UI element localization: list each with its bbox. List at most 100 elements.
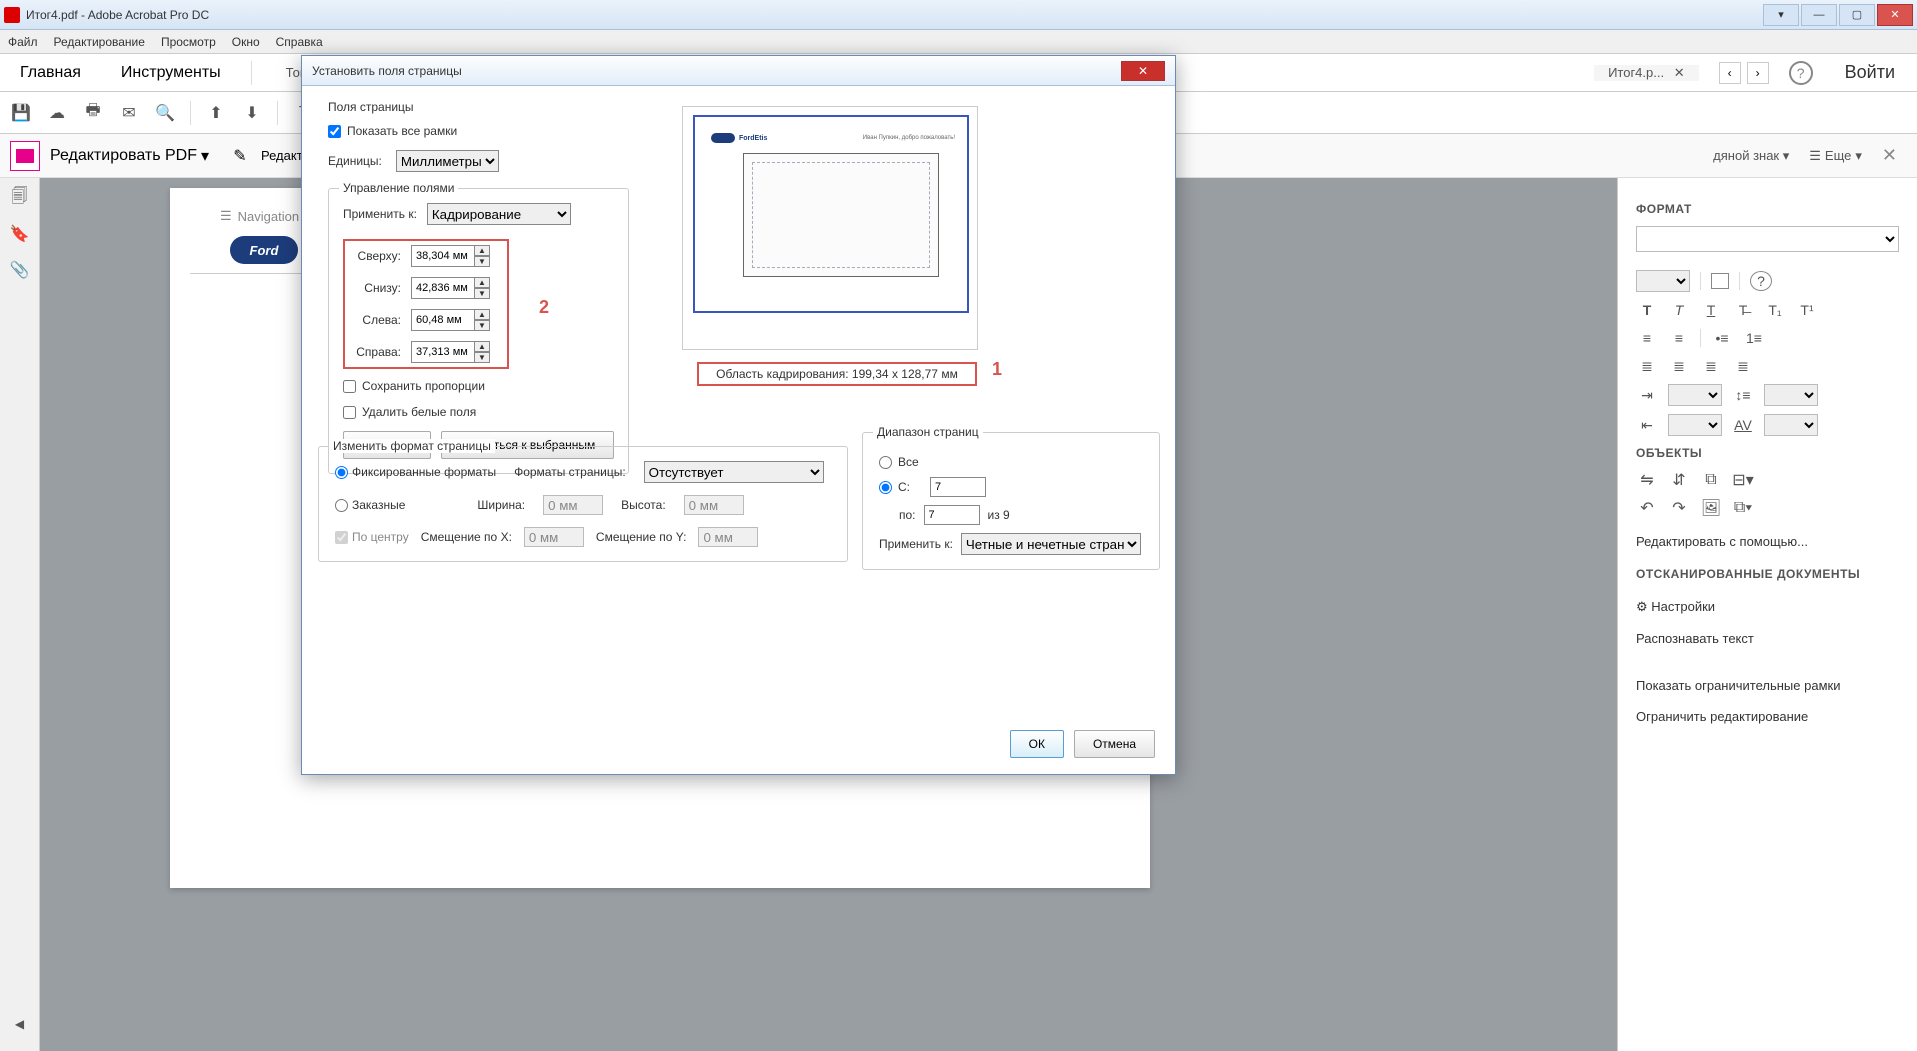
close-button[interactable]: ✕ — [1877, 4, 1913, 26]
bullet-list-icon[interactable]: •≡ — [1711, 328, 1733, 348]
cloud-icon[interactable]: ☁ — [46, 102, 68, 124]
search-icon[interactable]: 🔍 — [154, 102, 176, 124]
font-size-select[interactable] — [1636, 270, 1690, 292]
bold-icon[interactable]: T — [1636, 300, 1658, 320]
replace-icon[interactable]: 🖼 — [1700, 498, 1722, 518]
subscript-icon[interactable]: T₁ — [1764, 300, 1786, 320]
left-input[interactable] — [411, 309, 475, 331]
restrict-link[interactable]: Ограничить редактирование — [1636, 701, 1899, 732]
outdent-select[interactable] — [1668, 414, 1722, 436]
edit-with-link[interactable]: Редактировать с помощью... — [1636, 526, 1899, 557]
rotate-left-icon[interactable]: ↶ — [1636, 498, 1658, 518]
help-button[interactable]: ? — [1789, 61, 1813, 85]
italic-icon[interactable]: T — [1668, 300, 1690, 320]
edit-pdf-dropdown[interactable]: Редактировать PDF ▾ — [50, 146, 209, 166]
ok-button[interactable]: ОК — [1010, 730, 1064, 758]
align-2-icon[interactable]: ≣ — [1668, 356, 1690, 376]
arrange-icon[interactable]: ⧉▾ — [1732, 498, 1754, 518]
tab-tools[interactable]: Инструменты — [111, 64, 231, 82]
right-input[interactable] — [411, 341, 475, 363]
to-input[interactable] — [924, 505, 980, 525]
from-radio[interactable] — [879, 481, 892, 494]
strike-icon[interactable]: T̶ — [1732, 300, 1754, 320]
superscript-icon[interactable]: T¹ — [1796, 300, 1818, 320]
align-obj-icon[interactable]: ⊟▾ — [1732, 470, 1754, 490]
indent-icon[interactable]: ⇥ — [1636, 385, 1658, 405]
right-down[interactable]: ▼ — [474, 352, 490, 363]
left-up[interactable]: ▲ — [474, 309, 490, 320]
line-height-icon[interactable]: ↕≡ — [1732, 385, 1754, 405]
thumbnails-icon[interactable]: 🗐 — [10, 188, 30, 208]
align-3-icon[interactable]: ≣ — [1700, 356, 1722, 376]
fixed-formats-radio[interactable] — [335, 466, 348, 479]
tab-home[interactable]: Главная — [10, 64, 91, 82]
cancel-button[interactable]: Отмена — [1074, 730, 1155, 758]
top-up[interactable]: ▲ — [474, 245, 490, 256]
menu-window[interactable]: Окно — [232, 35, 260, 49]
tab-active-doc[interactable]: Итог4.p... ✕ — [1594, 65, 1699, 81]
underline-icon[interactable]: T — [1700, 300, 1722, 320]
rotate-right-icon[interactable]: ↷ — [1668, 498, 1690, 518]
flip-h-icon[interactable]: ⇋ — [1636, 470, 1658, 490]
menu-help[interactable]: Справка — [276, 35, 323, 49]
bottom-up[interactable]: ▲ — [474, 277, 490, 288]
menu-file[interactable]: Файл — [8, 35, 38, 49]
menu-view[interactable]: Просмотр — [161, 35, 216, 49]
outdent-icon[interactable]: ⇤ — [1636, 415, 1658, 435]
attachment-icon[interactable]: 📎 — [10, 260, 30, 280]
tab-close-icon[interactable]: ✕ — [1674, 65, 1685, 80]
settings-link[interactable]: ⚙ Настройки — [1636, 591, 1899, 623]
right-up[interactable]: ▲ — [474, 341, 490, 352]
show-bounds-link[interactable]: Показать ограничительные рамки — [1636, 670, 1899, 701]
mail-icon[interactable]: ✉ — [118, 102, 140, 124]
tab-next[interactable]: › — [1747, 62, 1769, 84]
close-panel-button[interactable]: ✕ — [1872, 145, 1907, 166]
redact-icon[interactable]: ✎ — [229, 145, 251, 167]
print-icon[interactable]: 🖶 — [82, 102, 104, 124]
range-apply-select[interactable]: Четные и нечетные страницы — [961, 533, 1141, 555]
align-1-icon[interactable]: ≣ — [1636, 356, 1658, 376]
watermark-dropdown[interactable]: дяной знак ▾ — [1713, 148, 1789, 164]
page-down-icon[interactable]: ⬇ — [241, 102, 263, 124]
rail-collapse[interactable]: ◀ — [15, 1017, 24, 1031]
align-4-icon[interactable]: ≣ — [1732, 356, 1754, 376]
menu-edit[interactable]: Редактирование — [54, 35, 145, 49]
charspacing-select[interactable] — [1764, 414, 1818, 436]
bottom-down[interactable]: ▼ — [474, 288, 490, 299]
save-icon[interactable]: 💾 — [10, 102, 32, 124]
login-button[interactable]: Войти — [1833, 62, 1907, 83]
crop-icon[interactable]: ⧉ — [1700, 470, 1722, 490]
apply-to-select[interactable]: Кадрирование — [427, 203, 571, 225]
char-spacing-icon[interactable]: AV — [1732, 415, 1754, 435]
color-icon[interactable] — [1711, 273, 1729, 289]
dialog-close-button[interactable]: ✕ — [1121, 61, 1165, 81]
page-up-icon[interactable]: ⬆ — [205, 102, 227, 124]
bottom-input[interactable] — [411, 277, 475, 299]
remove-white-checkbox[interactable] — [343, 406, 356, 419]
left-down[interactable]: ▼ — [474, 320, 490, 331]
help-small-icon[interactable]: ? — [1750, 271, 1772, 291]
number-list-icon[interactable]: 1≡ — [1743, 328, 1765, 348]
align-center-icon[interactable]: ≡ — [1668, 328, 1690, 348]
units-select[interactable]: Миллиметры — [396, 150, 499, 172]
top-down[interactable]: ▼ — [474, 256, 490, 267]
dropdown-button[interactable]: ▾ — [1763, 4, 1799, 26]
tab-prev[interactable]: ‹ — [1719, 62, 1741, 84]
bookmark-icon[interactable]: 🔖 — [10, 224, 30, 244]
font-select[interactable] — [1636, 226, 1899, 252]
top-input[interactable] — [411, 245, 475, 267]
all-radio[interactable] — [879, 456, 892, 469]
lineheight-select[interactable] — [1764, 384, 1818, 406]
page-formats-select[interactable]: Отсутствует — [644, 461, 824, 483]
custom-radio[interactable] — [335, 499, 348, 512]
more-dropdown[interactable]: ☰ Еще ▾ — [1809, 148, 1862, 164]
maximize-button[interactable]: ▢ — [1839, 4, 1875, 26]
from-input[interactable] — [930, 477, 986, 497]
show-all-boxes-checkbox[interactable] — [328, 125, 341, 138]
keep-proportions-checkbox[interactable] — [343, 380, 356, 393]
indent-select[interactable] — [1668, 384, 1722, 406]
align-left-icon[interactable]: ≡ — [1636, 328, 1658, 348]
flip-v-icon[interactable]: ⇵ — [1668, 470, 1690, 490]
minimize-button[interactable]: — — [1801, 4, 1837, 26]
recognize-link[interactable]: Распознавать текст — [1636, 623, 1899, 654]
